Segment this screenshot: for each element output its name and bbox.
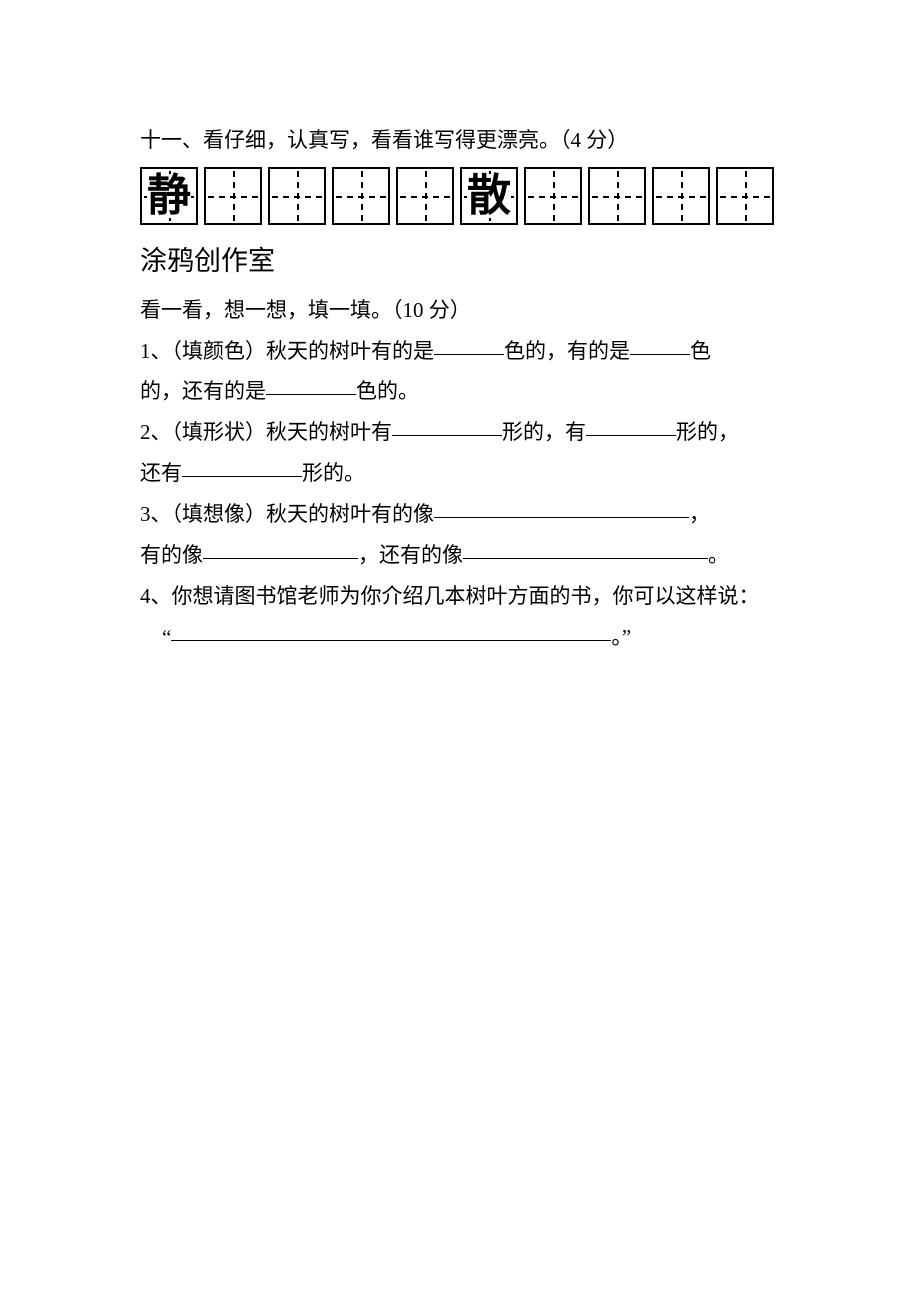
char-box-blank bbox=[652, 167, 710, 225]
fill-blank bbox=[266, 394, 356, 395]
char-box-blank bbox=[716, 167, 774, 225]
q3-line2-tail: 。 bbox=[708, 543, 729, 567]
char-box-blank bbox=[396, 167, 454, 225]
char-box-example-2: 散 bbox=[460, 167, 518, 225]
fill-blank bbox=[203, 558, 358, 559]
studio-title: 涂鸦创作室 bbox=[140, 235, 790, 288]
fill-blank bbox=[463, 558, 708, 559]
q1-line2-prefix: 的，还有的是 bbox=[140, 379, 266, 403]
char-box-blank bbox=[268, 167, 326, 225]
char-box-blank bbox=[524, 167, 582, 225]
instruction-line: 看一看，想一想，填一填。（10 分） bbox=[140, 290, 790, 331]
handwriting-boxes-row: 静 散 bbox=[140, 167, 790, 225]
fill-blank bbox=[586, 435, 676, 436]
q2-line2-prefix: 还有 bbox=[140, 461, 182, 485]
q2-line2-tail: 形的。 bbox=[302, 461, 365, 485]
question-4-line-2: “ 。” bbox=[140, 617, 790, 658]
q1-tail1: 色 bbox=[690, 339, 711, 363]
q2-prefix: 2、（填形状）秋天的树叶有 bbox=[140, 420, 392, 444]
section-11-heading: 十一、看仔细，认真写，看看谁写得更漂亮。（4 分） bbox=[140, 120, 790, 161]
q3-tail1: ， bbox=[689, 502, 710, 526]
fill-blank bbox=[171, 640, 611, 641]
q3-line2-mid: ，还有的像 bbox=[358, 543, 463, 567]
q3-line2-prefix: 有的像 bbox=[140, 543, 203, 567]
char-box-example-1: 静 bbox=[140, 167, 198, 225]
char-box-blank bbox=[332, 167, 390, 225]
q1-mid1: 色的，有的是 bbox=[504, 339, 630, 363]
worksheet-page: 十一、看仔细，认真写，看看谁写得更漂亮。（4 分） 静 散 涂鸦创作室 看一看，… bbox=[0, 0, 920, 1300]
question-2-line-2: 还有 形的。 bbox=[140, 453, 790, 494]
char-1: 静 bbox=[147, 174, 191, 218]
q2-tail1: 形的， bbox=[676, 420, 739, 444]
fill-blank bbox=[434, 517, 689, 518]
question-4-line-1: 4、你想请图书馆老师为你介绍几本树叶方面的书，你可以这样说： bbox=[140, 576, 790, 617]
question-3-line-1: 3、（填想像）秋天的树叶有的像 ， bbox=[140, 494, 790, 535]
question-3-line-2: 有的像 ，还有的像 。 bbox=[140, 535, 790, 576]
char-2: 散 bbox=[467, 174, 511, 218]
fill-blank bbox=[182, 476, 302, 477]
q2-mid1: 形的，有 bbox=[502, 420, 586, 444]
fill-blank bbox=[392, 435, 502, 436]
fill-blank bbox=[434, 354, 504, 355]
fill-blank bbox=[630, 354, 690, 355]
q4-close: 。” bbox=[611, 625, 631, 649]
char-box-blank bbox=[204, 167, 262, 225]
q1-prefix: 1、（填颜色）秋天的树叶有的是 bbox=[140, 339, 434, 363]
question-1-line-2: 的，还有的是 色的。 bbox=[140, 371, 790, 412]
q4-open-quote: “ bbox=[162, 625, 171, 649]
question-2-line-1: 2、（填形状）秋天的树叶有 形的，有 形的， bbox=[140, 412, 790, 453]
q3-prefix: 3、（填想像）秋天的树叶有的像 bbox=[140, 502, 434, 526]
question-1-line-1: 1、（填颜色）秋天的树叶有的是 色的，有的是 色 bbox=[140, 331, 790, 372]
char-box-blank bbox=[588, 167, 646, 225]
q1-line2-tail: 色的。 bbox=[356, 379, 419, 403]
